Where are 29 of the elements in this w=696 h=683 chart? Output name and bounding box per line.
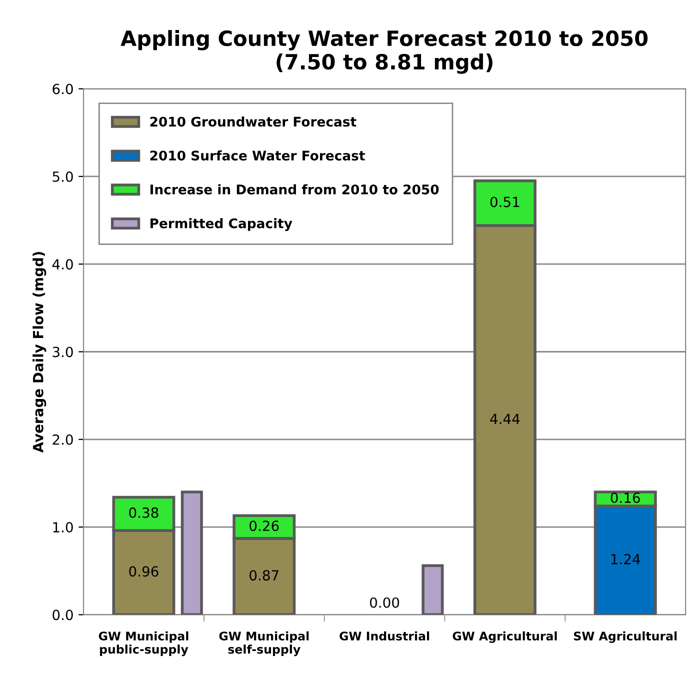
data-label: 4.44 [490,414,520,424]
data-label: 0.16 [610,492,640,504]
x-tick-label: GW Agricultural [452,631,557,643]
bar [180,490,203,615]
legend-label: Permitted Capacity [150,218,292,231]
x-tick-label: GW Municipal public-supply [98,631,188,656]
y-axis-title: Average Daily Flow (mgd) [32,252,46,453]
bar [422,564,444,615]
x-tick-label: GW Industrial [340,631,430,641]
legend-label: 2010 Groundwater Forecast [150,116,356,127]
data-label: 0.96 [129,566,158,577]
legend-label: 2010 Surface Water Forecast [150,150,365,161]
data-label: 0.26 [250,520,279,532]
chart-title: Appling County Water Forecast 2010 to 2050 (7.50 to 8.81 mgd) [120,30,648,74]
legend-label: Increase in Demand from 2010 to 2050 [150,184,439,194]
data-label: 0.87 [250,570,278,581]
y-tick-label: 3.0 [52,346,73,358]
data-label: 1.24 [611,554,640,564]
y-tick-label: 6.0 [52,84,73,94]
y-tick-label: 5.0 [52,171,73,182]
y-tick-label: 2.0 [52,434,73,445]
x-tick-label: SW Agricultural [574,631,677,643]
x-tick-label: GW Municipal self-supply [219,631,309,656]
y-tick-label: 4.0 [52,259,73,270]
data-label: 0.51 [490,196,520,208]
y-tick-label: 1.0 [53,522,73,533]
y-tick-label: 0.0 [52,610,73,620]
data-label: 0.00 [370,597,400,608]
data-label: 0.38 [129,507,158,518]
